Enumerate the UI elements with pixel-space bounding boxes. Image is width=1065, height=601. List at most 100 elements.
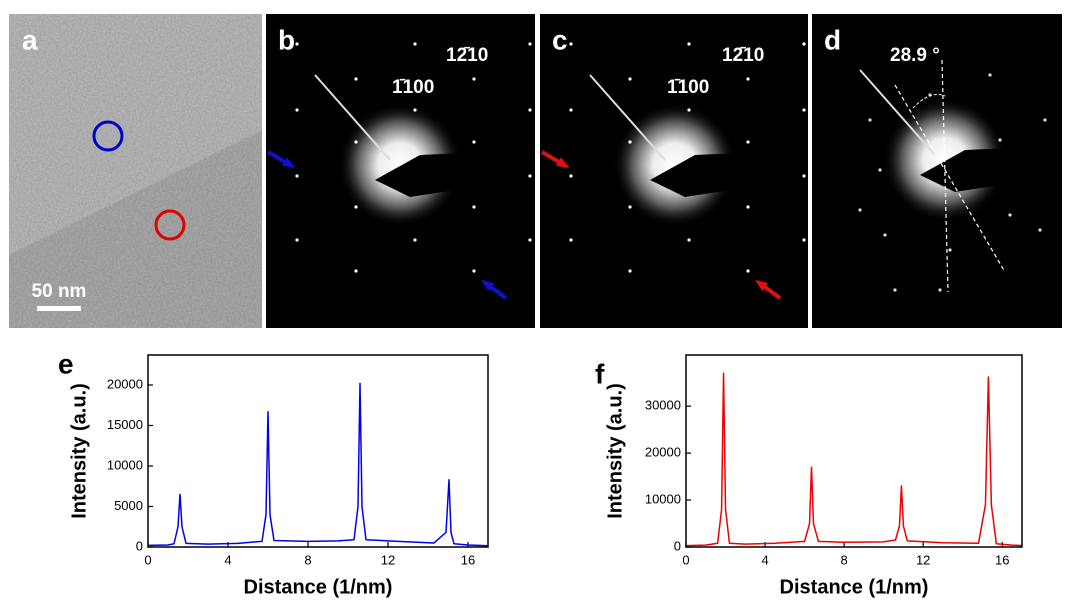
x-tick-label: 4 xyxy=(224,552,231,567)
diffraction-spot xyxy=(472,269,476,273)
diffraction-spot xyxy=(528,238,532,242)
diffraction-spot xyxy=(1008,213,1012,217)
y-tick-label: 0 xyxy=(136,538,143,553)
diffraction-spot xyxy=(628,77,632,81)
diffraction-spot xyxy=(472,77,476,81)
beam-streak xyxy=(859,69,936,156)
beam-stopper xyxy=(650,153,740,197)
blue-circle xyxy=(92,120,124,152)
diffuse-halo xyxy=(338,103,462,227)
diffraction-spot xyxy=(878,168,882,172)
diffraction-spot xyxy=(569,108,573,112)
beam-stopper xyxy=(375,153,465,197)
dashed-line xyxy=(941,59,949,293)
y-axis-title: Intensity (a.u.) xyxy=(604,383,626,519)
scale-label: 50 nm xyxy=(32,281,87,302)
diffraction-spot xyxy=(472,205,476,209)
diffraction-spot xyxy=(1043,118,1047,122)
tem-texture xyxy=(9,14,262,328)
diffraction-spot xyxy=(687,238,691,242)
x-tick-label: 0 xyxy=(682,552,689,567)
arrow-head xyxy=(556,157,570,169)
spot-index: 12̄10 xyxy=(722,45,764,66)
diffuse-halo xyxy=(613,103,737,227)
angle-arc xyxy=(912,94,946,109)
panel-c: c 1̄100 12̄10 xyxy=(540,14,808,328)
diffraction-spot xyxy=(802,42,806,46)
diffraction-spot xyxy=(528,108,532,112)
panel-label: b xyxy=(278,24,295,55)
panel-d: d 28.9 ° xyxy=(812,14,1062,328)
x-tick-label: 8 xyxy=(841,552,848,567)
y-tick-label: 30000 xyxy=(645,398,681,413)
dashed-line xyxy=(894,84,1006,273)
diffraction-spot xyxy=(687,42,691,46)
diffraction-spot xyxy=(998,138,1002,142)
diffraction-spot xyxy=(938,288,942,292)
beam-stopper xyxy=(920,148,1010,192)
y-tick-label: 0 xyxy=(674,538,681,553)
diffraction-spot xyxy=(354,140,358,144)
diffraction-spot xyxy=(868,118,872,122)
diffraction-spot xyxy=(802,174,806,178)
diffraction-spot xyxy=(802,108,806,112)
diffraction-spot xyxy=(746,205,750,209)
diffraction-spot xyxy=(628,205,632,209)
diffraction-spot xyxy=(569,238,573,242)
diffraction-spot xyxy=(746,140,750,144)
spot-index: 12̄10 xyxy=(446,45,488,66)
diffraction-spot xyxy=(413,108,417,112)
diffraction-spot xyxy=(354,269,358,273)
y-tick-label: 15000 xyxy=(107,417,143,432)
diffraction-spot xyxy=(569,174,573,178)
diffraction-spot xyxy=(687,108,691,112)
diffraction-spot xyxy=(528,174,532,178)
x-axis-title: Distance (1/nm) xyxy=(780,576,929,598)
diffraction-spot xyxy=(295,174,299,178)
spot-index: 1̄100 xyxy=(667,77,709,98)
diffraction-spot xyxy=(746,77,750,81)
diffraction-spot xyxy=(295,238,299,242)
diffraction-spot xyxy=(295,42,299,46)
plot-frame xyxy=(685,354,1023,548)
diffraction-spot xyxy=(295,108,299,112)
intensity-line xyxy=(147,382,489,547)
x-axis-title: Distance (1/nm) xyxy=(244,576,393,598)
diffraction-spot xyxy=(988,73,992,77)
diffraction-spot xyxy=(628,269,632,273)
panel-label: c xyxy=(552,24,568,55)
panel-label: d xyxy=(824,24,841,55)
diffraction-spot xyxy=(472,140,476,144)
y-tick-label: 5000 xyxy=(114,498,143,513)
x-tick-label: 8 xyxy=(304,552,311,567)
x-tick-label: 4 xyxy=(761,552,768,567)
beam-streak xyxy=(314,74,391,161)
diffraction-spot xyxy=(883,233,887,237)
y-axis-title: Intensity (a.u.) xyxy=(68,383,90,519)
diffraction-spot xyxy=(858,208,862,212)
diffraction-spot xyxy=(528,42,532,46)
diffraction-spot xyxy=(569,42,573,46)
diffraction-spot xyxy=(948,248,952,252)
angle-label: 28.9 ° xyxy=(890,45,940,66)
diffraction-spot xyxy=(413,238,417,242)
y-tick-label: 10000 xyxy=(107,457,143,472)
intensity-line xyxy=(685,372,1023,547)
y-tick-label: 10000 xyxy=(645,491,681,506)
diffraction-spot xyxy=(1038,228,1042,232)
panel-label: e xyxy=(58,348,74,379)
panel-label: f xyxy=(595,358,605,389)
x-tick-label: 16 xyxy=(995,552,1009,567)
plot-frame xyxy=(147,354,489,548)
x-tick-label: 16 xyxy=(461,552,475,567)
diffraction-spot xyxy=(354,77,358,81)
panel-b: b 1̄100 12̄10 xyxy=(266,14,535,328)
x-tick-label: 12 xyxy=(381,552,395,567)
y-tick-label: 20000 xyxy=(645,445,681,460)
diffraction-spot xyxy=(413,42,417,46)
arrow-head xyxy=(480,279,494,292)
spot-index: 1̄100 xyxy=(392,77,434,98)
x-tick-label: 0 xyxy=(144,552,151,567)
diffraction-spot xyxy=(893,288,897,292)
